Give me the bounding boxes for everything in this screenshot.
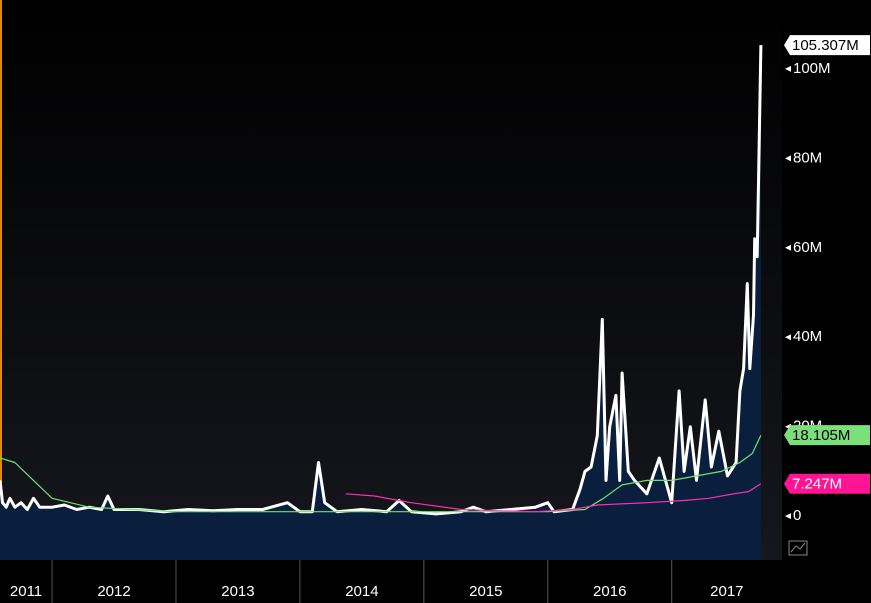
x-tick-label: 2017 — [710, 583, 743, 600]
y-tick — [785, 513, 791, 520]
last-value-box — [784, 473, 870, 494]
y-tick-label: 60M — [793, 239, 822, 256]
y-tick-label: 40M — [793, 328, 822, 345]
area — [0, 45, 761, 561]
x-tick-label: 2013 — [221, 583, 254, 600]
x-tick-label: 2011 — [10, 583, 42, 600]
chart-icon-line — [790, 542, 806, 553]
line — [345, 483, 762, 513]
last-value-label: 105.307M — [792, 37, 859, 54]
x-axis-strip — [0, 560, 871, 603]
y-tick-label: 0 — [793, 507, 801, 524]
y-tick — [785, 334, 791, 341]
y-tick-label: 80M — [793, 149, 822, 166]
y-tick-label: 100M — [793, 60, 831, 77]
plot — [0, 45, 763, 561]
last-value-label: 18.105M — [792, 427, 850, 444]
plot-background — [0, 0, 782, 560]
x-tick-label: 2012 — [97, 583, 130, 600]
last-value-label: 7.247M — [792, 476, 842, 493]
y-tick — [785, 155, 791, 162]
y-tick — [785, 244, 791, 251]
last-value-box — [784, 425, 870, 446]
x-tick-label: 2014 — [345, 583, 378, 600]
chart-icon[interactable] — [788, 540, 808, 556]
x-tick-label: 2016 — [593, 583, 626, 600]
last-value-box — [784, 35, 870, 56]
line — [0, 434, 762, 513]
x-tick-label: 2015 — [469, 583, 502, 600]
y-tick — [785, 65, 791, 72]
